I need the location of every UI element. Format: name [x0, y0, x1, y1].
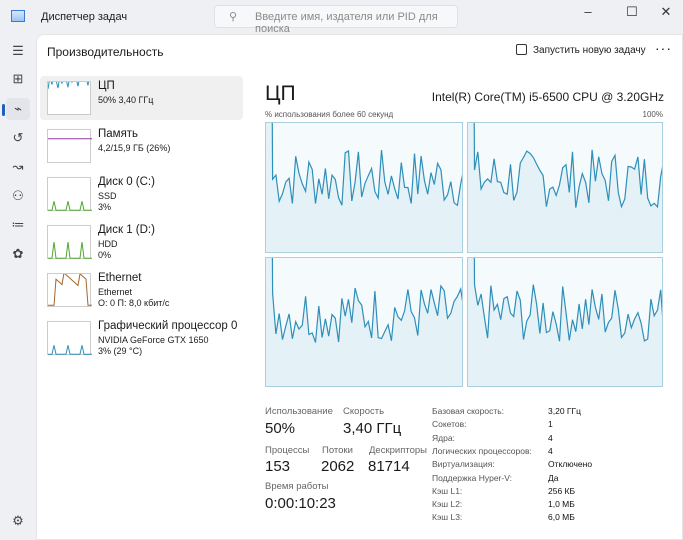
sidebar-mini-graph — [47, 225, 92, 259]
property-value: 3,20 ГГц — [548, 406, 581, 416]
sidebar-item-name: ЦП — [98, 80, 115, 92]
property-value: 4 — [548, 432, 553, 443]
sidebar-item-name: Память — [98, 128, 139, 140]
cpu-core-graph — [265, 257, 463, 387]
cpu-core-graph — [467, 122, 663, 253]
property-value: 6,0 МБ — [548, 512, 575, 523]
processes-value: 153 — [265, 458, 291, 475]
sidebar-item-detail-2: 0% — [98, 250, 112, 260]
property-label: Кэш L1: — [432, 485, 463, 496]
property-label: Поддержка Hyper-V: — [432, 472, 512, 483]
sidebar-item-name: Графический процессор 0 — [98, 320, 238, 332]
property-value: 4 — [548, 445, 553, 456]
speed-value: 3,40 ГГц — [343, 420, 402, 437]
app-history-icon[interactable]: ↺ — [12, 130, 24, 145]
sidebar-item-detail-2: О: 0 П: 8,0 кбит/с — [98, 298, 170, 308]
run-new-task-button[interactable]: Запустить новую задачу — [516, 44, 646, 56]
property-value: 1,0 МБ — [548, 499, 575, 510]
uptime-label: Время работы — [265, 481, 329, 492]
users-icon[interactable]: ⚇ — [12, 188, 24, 203]
property-value: 256 КБ — [548, 485, 576, 496]
handles-label: Дескрипторы — [369, 445, 427, 456]
threads-label: Потоки — [322, 445, 353, 456]
property-label: Сокетов: — [432, 419, 467, 430]
run-new-task-label: Запустить новую задачу — [533, 45, 646, 56]
property-label: Виртуализация: — [432, 459, 495, 470]
minimize-button[interactable]: – — [584, 4, 592, 19]
sidebar-mini-graph — [47, 321, 92, 355]
sidebar-item[interactable]: Графический процессор 0 NVIDIA GeForce G… — [40, 316, 243, 360]
property-label: Кэш L2: — [432, 499, 463, 510]
performance-icon[interactable]: ⌁ — [6, 98, 30, 120]
property-label: Базовая скорость: — [432, 406, 505, 416]
property-value: Отключено — [548, 459, 593, 470]
usage-label: Использование — [265, 406, 333, 417]
search-placeholder: Введите имя, издателя или PID для поиска — [255, 11, 438, 35]
settings-icon[interactable]: ⚙ — [12, 513, 24, 528]
graph-label: % использования более 60 секунд — [265, 110, 394, 119]
task-manager-icon — [11, 10, 25, 22]
handles-value: 81714 — [368, 458, 410, 475]
sidebar-item-detail: 50% 3,40 ГГц — [98, 95, 154, 105]
sidebar-item-detail-2: 3% (29 °C) — [98, 346, 143, 356]
sidebar-item[interactable]: ЦП 50% 3,40 ГГц — [40, 69, 243, 120]
details-icon[interactable]: ≔ — [11, 217, 25, 232]
processes-icon[interactable]: ⊞ — [12, 71, 24, 86]
property-value: 1 — [548, 419, 553, 430]
sidebar-item[interactable]: Диск 0 (C:) SSD 3% — [40, 172, 243, 216]
property-value: Да — [548, 472, 559, 483]
sidebar-item-detail: SSD — [98, 191, 117, 201]
sidebar-item-detail-2: 3% — [98, 202, 112, 212]
sidebar-item-detail: NVIDIA GeForce GTX 1650 — [98, 335, 209, 345]
search-input[interactable]: ⚲ Введите имя, издателя или PID для поиск… — [214, 5, 458, 35]
cpu-heading: ЦП — [265, 82, 296, 105]
services-icon[interactable]: ✿ — [12, 246, 24, 261]
nav-rail: ☰ ⊞ ⌁ ↺ ↝ ⚇ ≔ ✿ ⚙ — [0, 34, 36, 540]
threads-value: 2062 — [321, 458, 355, 475]
page-title: Производительность — [47, 45, 164, 59]
close-button[interactable]: ✕ — [660, 4, 672, 19]
hamburger-menu-icon[interactable]: ☰ — [12, 43, 24, 58]
cpu-core-graph — [467, 257, 663, 387]
sidebar-item-name: Диск 1 (D:) — [98, 224, 155, 236]
cpu-core-graph — [265, 122, 463, 253]
search-icon: ⚲ — [229, 11, 238, 23]
sidebar-item-detail: 4,2/15,9 ГБ (26%) — [98, 143, 171, 153]
cpu-model: Intel(R) Core(TM) i5-6500 CPU @ 3.20GHz — [431, 90, 664, 104]
speed-label: Скорость — [343, 406, 385, 417]
processes-label: Процессы — [265, 445, 310, 456]
property-label: Кэш L3: — [432, 512, 463, 523]
new-task-icon — [516, 44, 527, 55]
sidebar-mini-graph — [47, 271, 92, 307]
usage-value: 50% — [265, 420, 296, 437]
active-indicator — [2, 104, 5, 116]
sidebar-mini-graph — [47, 69, 93, 115]
sidebar-item[interactable]: Память 4,2/15,9 ГБ (26%) — [40, 124, 243, 168]
startup-apps-icon[interactable]: ↝ — [12, 159, 24, 174]
sidebar-item-detail: Ethernet — [98, 287, 133, 297]
sidebar-mini-graph — [47, 129, 92, 163]
graph-max-label: 100% — [642, 110, 663, 119]
more-options-button[interactable]: ··· — [655, 40, 672, 56]
sidebar-item[interactable]: Ethernet Ethernet О: 0 П: 8,0 кбит/с — [40, 268, 243, 312]
sidebar-item-detail: HDD — [98, 239, 118, 249]
sidebar-item-name: Ethernet — [98, 272, 142, 284]
window-title: Диспетчер задач — [41, 11, 128, 23]
sidebar-mini-graph — [47, 177, 92, 211]
sidebar-item-name: Диск 0 (C:) — [98, 176, 155, 188]
sidebar-item[interactable]: Диск 1 (D:) HDD 0% — [40, 220, 243, 264]
title-bar: Диспетчер задач ⚲ Введите имя, издателя и… — [0, 0, 683, 35]
property-label: Логических процессоров: — [432, 445, 532, 456]
property-label: Ядра: — [432, 432, 455, 443]
uptime-value: 0:00:10:23 — [265, 495, 336, 512]
maximize-button[interactable]: ☐ — [626, 4, 638, 19]
